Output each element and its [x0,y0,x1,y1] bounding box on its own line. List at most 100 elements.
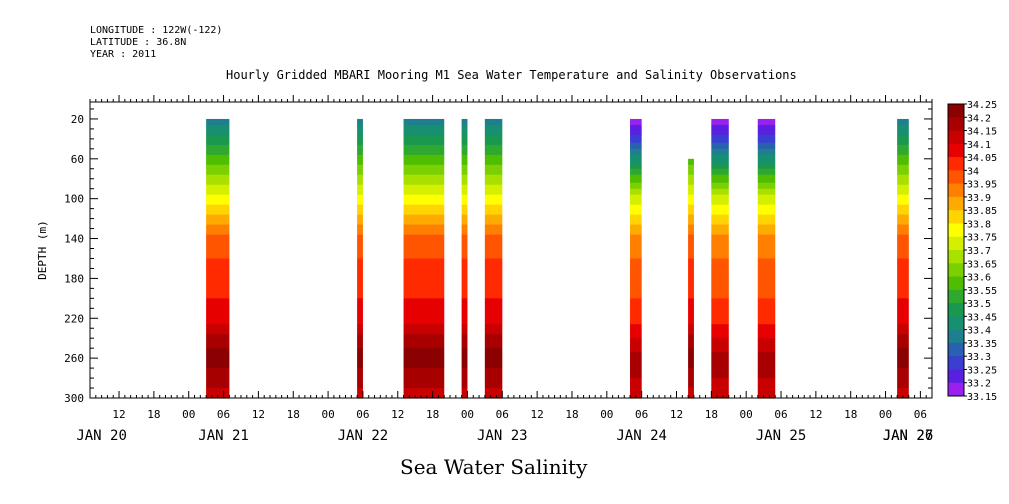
salinity-cell [357,204,363,208]
salinity-cell [630,186,642,190]
salinity-cell [711,392,729,395]
salinity-cell [403,218,445,222]
salinity-cell [897,148,909,152]
salinity-cell [757,122,776,126]
salinity-cell [630,144,642,148]
salinity-cell [630,372,642,375]
salinity-cell [403,178,445,182]
salinity-cell [757,156,776,160]
salinity-cell [206,348,230,351]
salinity-cell [206,284,230,287]
salinity-cell [403,268,445,272]
salinity-cell [757,196,776,200]
salinity-cell [757,200,776,204]
salinity-cell [484,154,503,158]
salinity-cell [461,252,468,256]
salinity-cell [897,172,909,176]
salinity-cell [206,276,230,280]
salinity-cell [357,168,363,172]
salinity-cell [711,284,729,287]
salinity-cell [461,310,468,313]
salinity-cell [711,376,729,379]
salinity-cell [206,160,230,164]
salinity-cell [206,346,230,349]
salinity-cell [711,150,729,154]
salinity-cell [403,308,445,311]
salinity-cell [461,256,468,260]
salinity-cell [757,322,776,325]
colorbar-label: 33.85 [967,206,997,217]
colorbar-swatch [948,117,964,132]
salinity-cell [461,166,468,170]
salinity-cell [461,170,468,174]
salinity-cell [630,266,642,270]
salinity-cell [688,340,694,343]
salinity-cell [688,252,694,256]
salinity-cell [630,282,642,285]
y-tick-label: 20 [71,113,84,126]
salinity-cell [688,188,694,192]
salinity-cell [757,206,776,210]
salinity-cell [688,322,694,325]
salinity-cell [461,228,468,232]
salinity-cell [711,130,729,134]
salinity-cell [757,138,776,142]
salinity-cell [688,288,694,291]
y-tick-label: 300 [64,392,84,405]
salinity-cell [206,306,230,309]
salinity-cell [403,188,445,192]
salinity-cell [357,304,363,307]
salinity-cell [403,280,445,283]
salinity-cell [757,356,776,359]
salinity-cell [484,348,503,351]
salinity-cell [357,178,363,182]
salinity-cell [461,338,468,341]
y-tick-label: 260 [64,352,84,365]
salinity-cell [630,140,642,144]
salinity-cell [630,248,642,252]
colorbar-swatch [948,250,964,264]
salinity-cell [403,276,445,280]
salinity-cell [630,336,642,339]
salinity-cell [357,382,363,385]
salinity-cell [484,210,503,214]
salinity-cell [357,342,363,345]
salinity-cell [630,226,642,230]
salinity-cell [711,302,729,305]
salinity-cell [206,248,230,252]
salinity-cell [357,194,363,198]
salinity-cell [630,208,642,212]
salinity-cell [403,144,445,148]
salinity-cell [757,338,776,341]
salinity-cell [403,330,445,333]
salinity-cell [484,264,503,268]
salinity-cell [403,314,445,317]
salinity-cell [757,318,776,321]
salinity-cell [688,378,694,381]
salinity-cell [461,204,468,208]
salinity-cell [403,388,445,391]
colorbar-label: 33.4 [967,326,991,337]
x-hour-label: 00 [600,408,613,421]
salinity-cell [484,330,503,333]
salinity-cell [461,280,468,283]
salinity-cell [711,152,729,156]
x-hour-label: 06 [496,408,509,421]
salinity-cell [206,136,230,140]
colorbar-swatch [948,143,964,158]
salinity-cell [461,224,468,228]
salinity-cell [688,286,694,289]
salinity-cell [897,194,909,198]
salinity-cell [357,128,363,132]
salinity-cell [357,330,363,333]
salinity-cell [757,244,776,248]
salinity-cell [484,350,503,353]
salinity-cell [757,368,776,371]
salinity-cell [897,278,909,281]
salinity-cell [357,396,363,399]
salinity-cell [484,298,503,301]
salinity-cell [688,248,694,252]
salinity-cell [711,122,729,126]
salinity-cell [206,270,230,274]
